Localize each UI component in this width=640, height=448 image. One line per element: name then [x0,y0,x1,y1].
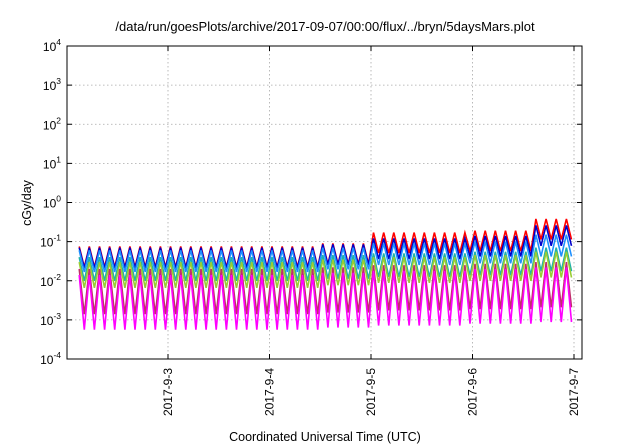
series-line [78,234,573,273]
y-tick-label: 10-3 [40,311,61,328]
y-tick-label: 10-1 [40,233,61,250]
y-tick-label: 104 [43,37,61,54]
series-line [78,267,573,330]
x-tick-label: 2017-9-3 [161,368,175,416]
series-line [78,247,573,281]
y-axis-label: cGy/day [20,179,34,226]
y-tick-label: 103 [43,76,61,93]
x-tick-label: 2017-9-6 [466,368,480,416]
y-tick-label: 101 [43,154,61,171]
y-tick-label: 10-4 [40,350,61,367]
series-line [78,251,573,288]
chart-title: /data/run/goesPlots/archive/2017-09-07/0… [115,19,535,34]
x-axis: 2017-9-3 2017-9-4 2017-9-5 2017-9-6 2017-9-7 [161,46,581,416]
x-tick-label: 2017-9-7 [567,368,581,416]
y-tick-label: 100 [43,194,61,211]
y-axis: 10-4 10-3 10-2 10-1 100 101 102 103 104 [40,37,582,367]
x-axis-label: Coordinated Universal Time (UTC) [229,430,421,444]
y-tick-label: 10-2 [40,272,61,289]
y-tick-label: 102 [43,115,61,132]
series-layer [78,218,573,330]
x-tick-label: 2017-9-5 [364,368,378,416]
x-tick-label: 2017-9-4 [263,368,277,416]
